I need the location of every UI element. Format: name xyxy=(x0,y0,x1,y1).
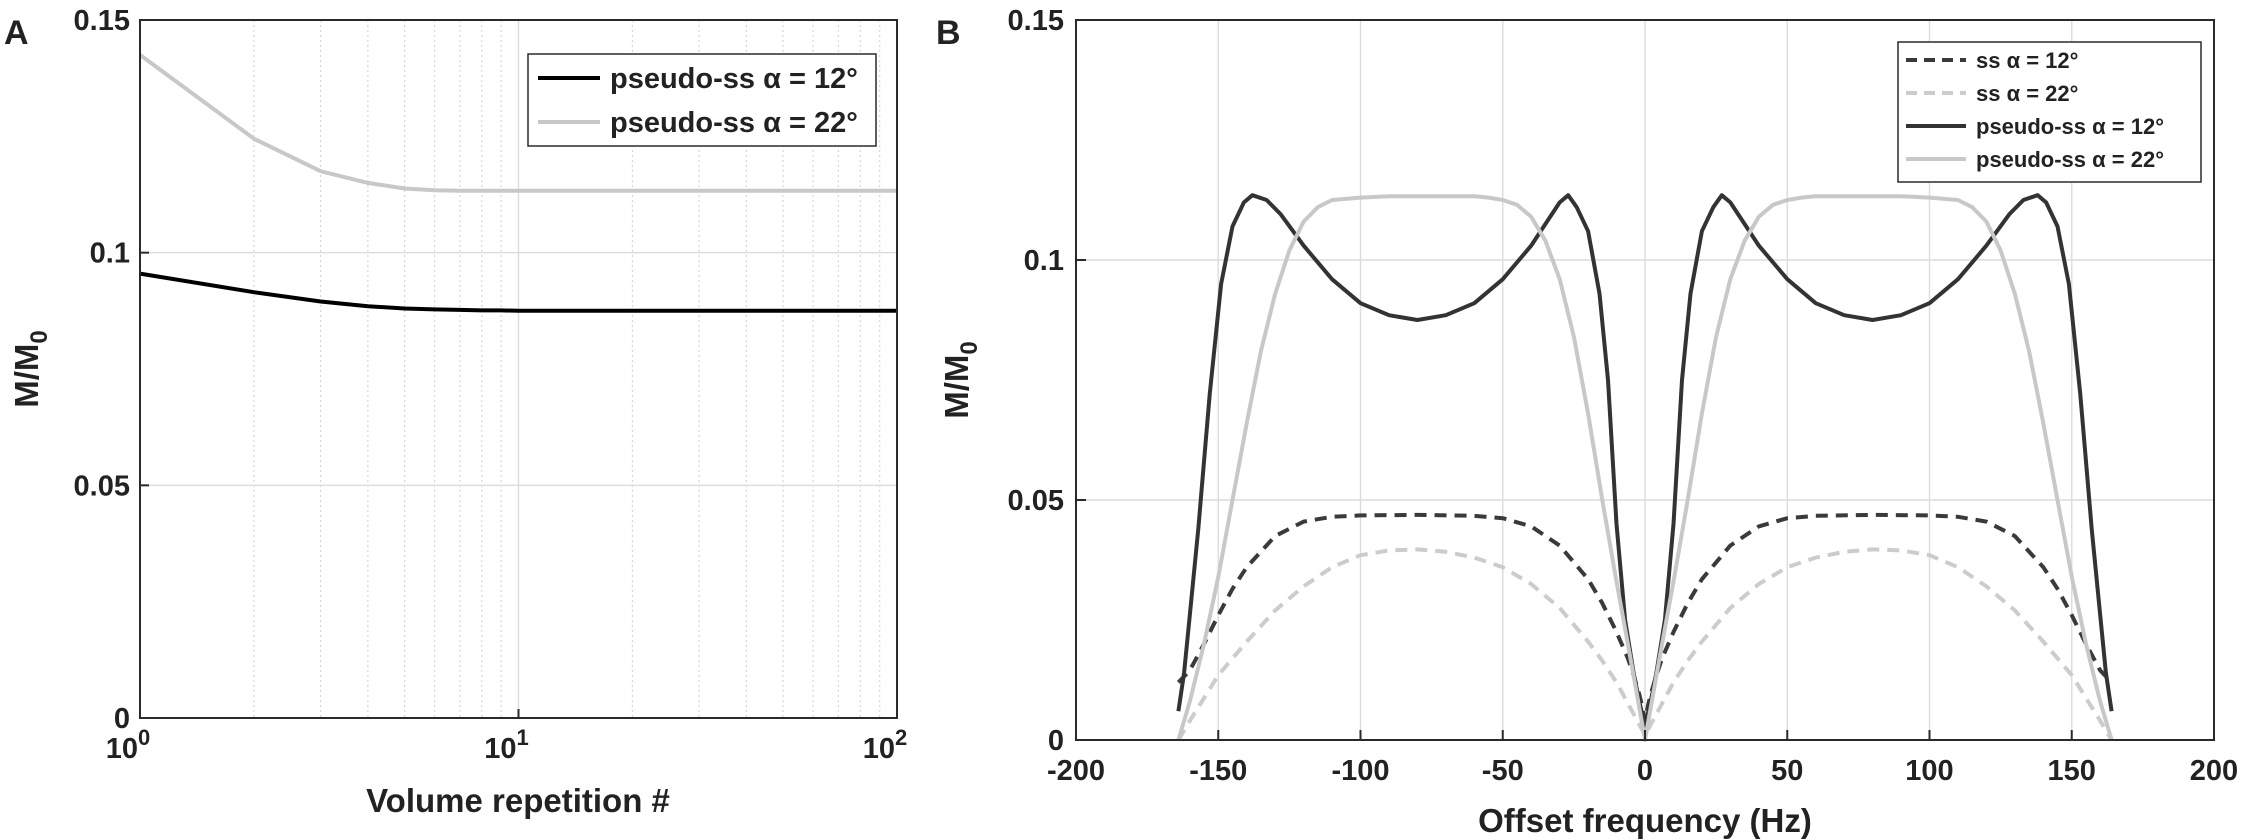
x-tick-label-b: -50 xyxy=(1482,755,1524,787)
series-line-b-3 xyxy=(1176,193,2114,728)
y-tick-label-b: 0.15 xyxy=(1008,5,1064,37)
y-axis-label-b: M/M0 xyxy=(938,341,983,419)
x-tick-label-b: 100 xyxy=(1905,755,1953,787)
y-tick-label-b: 0.1 xyxy=(1024,245,1064,277)
x-tick-label-b: 0 xyxy=(1637,755,1653,787)
x-axis-label-a: Volume repetition # xyxy=(366,782,670,819)
y-tick-label-a: 0.05 xyxy=(74,470,130,502)
chart-a: A 100 101 102 0 0.05 0.1 0.15 Volume repetitio… xyxy=(4,5,907,819)
legend-label-b: ss α = 22° xyxy=(1976,81,2078,106)
x-tick-label-b: -200 xyxy=(1047,755,1105,787)
panel-label-b: B xyxy=(936,14,961,52)
y-tick-label-a: 0 xyxy=(114,703,130,735)
x-tick-label-b: 150 xyxy=(2048,755,2096,787)
x-tick-label-b: 50 xyxy=(1771,755,1803,787)
ticks-b: -200 -150 -100 -50 0 50 100 150 200 0 0.05 0.1 0.15 xyxy=(1008,5,2239,787)
legend-b: ss α = 12° ss α = 22° pseudo-ss α = 12° pse… xyxy=(1897,41,2202,183)
series-line-a-2 xyxy=(138,53,897,193)
x-tick-label-b: 200 xyxy=(2190,755,2238,787)
legend-label-b: pseudo-ss α = 22° xyxy=(1976,147,2164,172)
ticks-a: 100 101 102 0 0.05 0.1 0.15 xyxy=(74,5,908,765)
legend-box-a xyxy=(527,53,877,147)
y-tick-label-a: 0.1 xyxy=(90,238,130,270)
y-tick-label-b: 0 xyxy=(1048,725,1064,757)
x-tick-label-a: 101 xyxy=(484,725,529,765)
panel-label-a: A xyxy=(4,14,29,52)
series-line-a-1 xyxy=(139,271,897,313)
legend-a: pseudo-ss α = 12° pseudo-ss α = 22° xyxy=(527,53,877,147)
chart-b: B -200 -150 -100 -50 0 50 100 150 200 0 0.05 0.1 0.1… xyxy=(936,5,2238,839)
x-tick-label-a: 100 xyxy=(106,725,151,765)
x-tick-label-b: -100 xyxy=(1331,755,1389,787)
y-axis-label-a: M/M0 xyxy=(8,330,53,408)
x-axis-label-b: Offset frequency (Hz) xyxy=(1478,802,1812,839)
series-group-a xyxy=(138,53,897,313)
legend-label-b: pseudo-ss α = 12° xyxy=(1976,114,2164,139)
legend-label-b: ss α = 12° xyxy=(1976,48,2078,73)
y-tick-label-a: 0.15 xyxy=(74,5,130,37)
y-tick-label-b: 0.05 xyxy=(1008,485,1064,517)
x-tick-label-a: 102 xyxy=(863,725,908,765)
x-tick-label-b: -150 xyxy=(1189,755,1247,787)
legend-label-a: pseudo-ss α = 12° xyxy=(610,63,858,95)
legend-label-a: pseudo-ss α = 22° xyxy=(610,107,858,139)
